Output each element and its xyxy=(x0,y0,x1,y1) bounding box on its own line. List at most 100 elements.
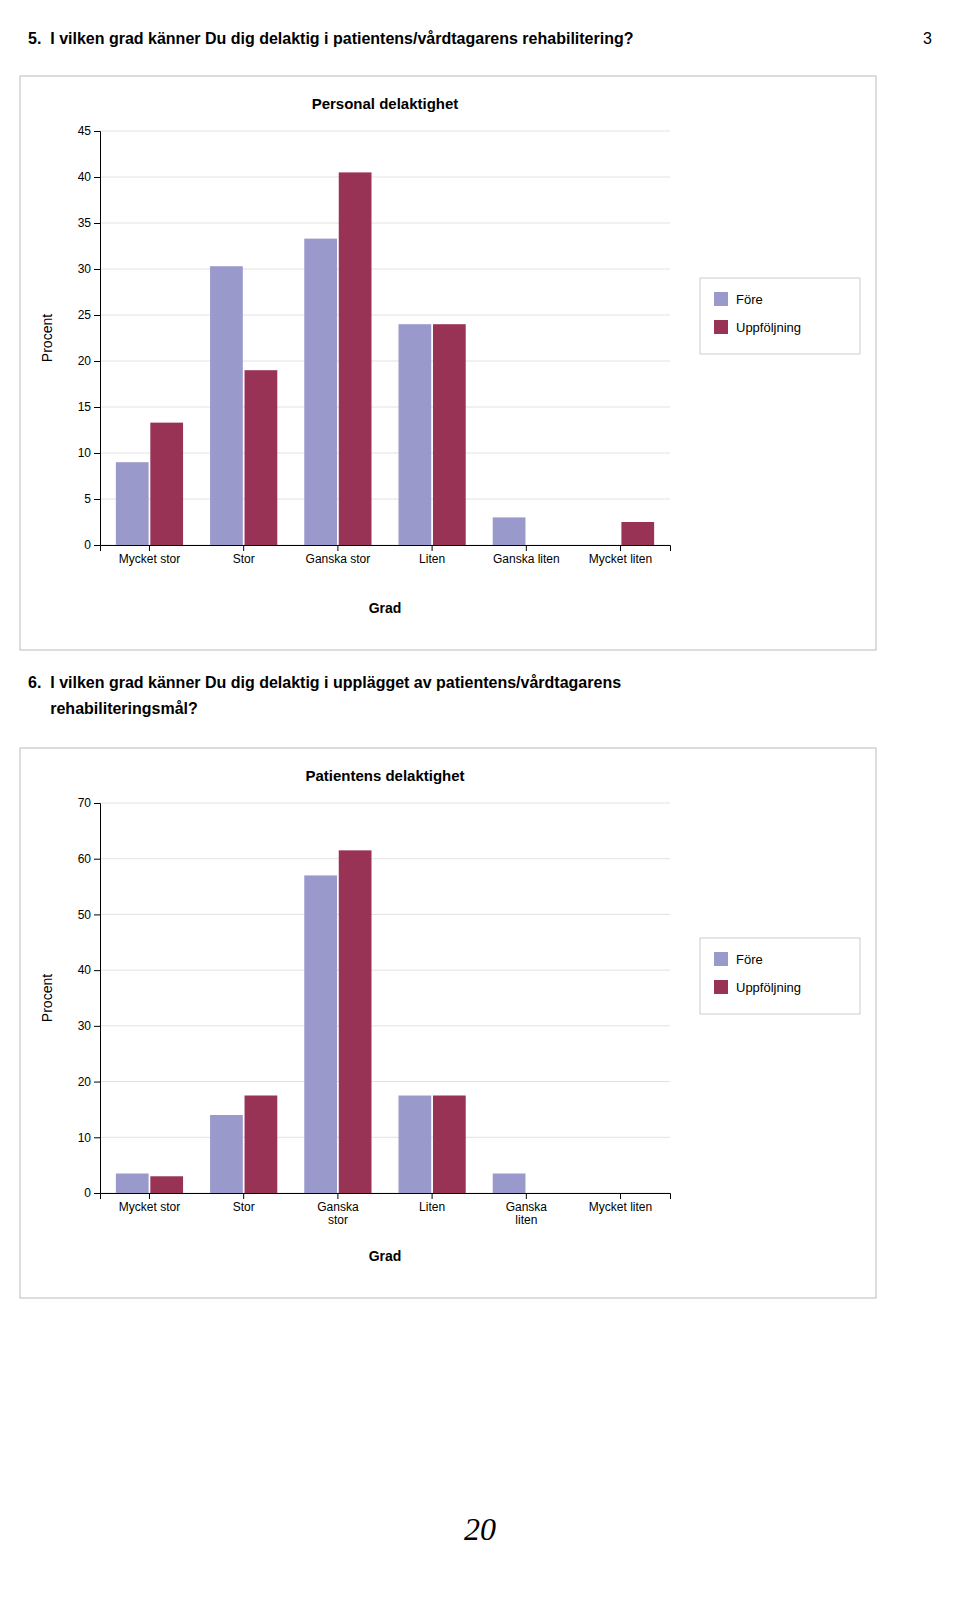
bar-series xyxy=(150,172,654,545)
x-tick: Mycket stor xyxy=(119,545,180,566)
grid xyxy=(100,131,670,545)
grid-line xyxy=(100,131,670,132)
y-tick-mark xyxy=(94,453,100,454)
bar xyxy=(527,545,560,546)
y-tick-label: 10 xyxy=(78,446,92,460)
y-tick: 60 xyxy=(78,852,100,866)
y-tick-label: 5 xyxy=(84,492,91,506)
y-tick-label: 0 xyxy=(84,538,91,552)
y-tick: 40 xyxy=(78,170,100,184)
page-header: 3 xyxy=(923,30,932,47)
x-tick-mark xyxy=(432,1193,433,1199)
x-tick-mark xyxy=(526,545,527,551)
y-tick-mark xyxy=(94,1026,100,1027)
grid-line xyxy=(100,803,670,804)
grid-line xyxy=(100,223,670,224)
x-tick-label: Mycket stor xyxy=(119,552,180,566)
y-tick: 5 xyxy=(84,492,100,506)
legend-swatch xyxy=(714,292,728,306)
x-tick-label: Stor xyxy=(233,1200,255,1214)
x-tick-mark xyxy=(526,1193,527,1199)
x-axis: Mycket storStorGanskastorLitenGanskalite… xyxy=(101,1193,671,1227)
y-tick: 30 xyxy=(78,262,100,276)
x-tick-mark xyxy=(620,545,621,551)
legend-swatch xyxy=(714,980,728,994)
page: 3205. I vilken grad känner Du dig delakt… xyxy=(0,0,960,1600)
legend-label: Uppföljning xyxy=(736,320,801,335)
y-tick-label: 0 xyxy=(84,1186,91,1200)
bar xyxy=(399,1096,432,1194)
y-tick-mark xyxy=(94,131,100,132)
x-tick: Liten xyxy=(419,1193,445,1214)
chart-frame xyxy=(20,76,876,650)
y-tick-label: 30 xyxy=(78,262,92,276)
y-tick-mark xyxy=(94,315,100,316)
legend-swatch xyxy=(714,320,728,334)
y-tick-mark xyxy=(94,361,100,362)
grid-line xyxy=(100,315,670,316)
x-tick-label: Stor xyxy=(233,552,255,566)
bar xyxy=(150,1176,183,1193)
legend: FöreUppföljning xyxy=(700,278,860,354)
y-axis-line xyxy=(94,132,101,546)
bar xyxy=(399,324,432,545)
y-tick-label: 20 xyxy=(78,354,92,368)
grid-line xyxy=(100,453,670,454)
chart-title: Personal delaktighet xyxy=(312,95,459,112)
y-tick: 10 xyxy=(78,446,100,460)
y-tick-label: 50 xyxy=(78,908,92,922)
y-tick: 25 xyxy=(78,308,100,322)
x-tick-label: Ganska stor xyxy=(306,552,371,566)
x-tick: Ganska liten xyxy=(493,545,560,566)
y-tick-label: 45 xyxy=(78,124,92,138)
y-tick-mark xyxy=(94,223,100,224)
y-tick: 0 xyxy=(84,538,100,552)
x-tick-mark xyxy=(432,545,433,551)
bar xyxy=(433,1096,466,1194)
x-tick-label: Ganskaliten xyxy=(506,1200,548,1228)
bar xyxy=(587,1193,620,1194)
grid-line xyxy=(100,177,670,178)
x-tick-label: Ganska liten xyxy=(493,552,560,566)
bar xyxy=(245,1096,278,1194)
bar xyxy=(493,517,526,545)
y-tick: 50 xyxy=(78,908,100,922)
y-axis-title: Procent xyxy=(39,314,55,362)
y-tick-label: 40 xyxy=(78,170,92,184)
x-tick-mark xyxy=(620,1193,621,1199)
y-tick-label: 35 xyxy=(78,216,92,230)
page-footer: 20 xyxy=(464,1511,496,1547)
y-tick-mark xyxy=(94,1137,100,1138)
x-tick-mark xyxy=(243,545,244,551)
x-tick-mark xyxy=(149,1193,150,1199)
legend-label: Uppföljning xyxy=(736,980,801,995)
y-tick-mark xyxy=(94,1193,100,1194)
bars xyxy=(116,172,654,545)
y-tick-label: 30 xyxy=(78,1019,92,1033)
x-axis-title: Grad xyxy=(369,600,402,616)
x-tick: Mycket liten xyxy=(589,545,652,566)
bar xyxy=(587,545,620,546)
y-tick: 20 xyxy=(78,354,100,368)
y-axis: 051015202530354045 xyxy=(78,124,101,552)
y-tick: 35 xyxy=(78,216,100,230)
bar xyxy=(150,423,183,545)
y-tick: 30 xyxy=(78,1019,100,1033)
bar xyxy=(210,1115,243,1193)
legend-item: Uppföljning xyxy=(714,320,801,335)
y-tick-mark xyxy=(94,269,100,270)
y-tick: 20 xyxy=(78,1075,100,1089)
y-tick-label: 40 xyxy=(78,963,92,977)
bar xyxy=(433,324,466,545)
x-tick: Ganskaliten xyxy=(506,1193,548,1227)
x-tick: Ganska stor xyxy=(306,545,371,566)
y-tick-mark xyxy=(94,545,100,546)
grid-line xyxy=(100,499,670,500)
bar xyxy=(245,370,278,545)
x-tick: Ganskastor xyxy=(317,1193,359,1227)
question-text: rehabiliteringsmål? xyxy=(28,700,198,717)
y-tick-label: 70 xyxy=(78,796,92,810)
x-tick: Stor xyxy=(233,545,255,566)
y-tick-mark xyxy=(94,803,100,804)
legend-item: Uppföljning xyxy=(714,980,801,995)
